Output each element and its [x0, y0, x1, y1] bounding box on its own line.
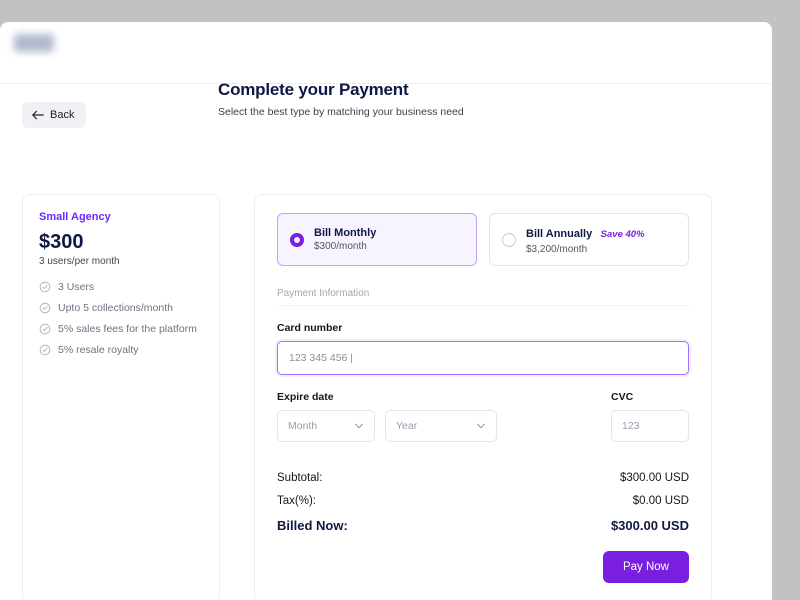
content: Back Small Agency $300 3 users/per month…: [0, 84, 772, 600]
card-number-input[interactable]: [277, 341, 689, 375]
back-button[interactable]: Back: [22, 102, 86, 128]
back-label: Back: [50, 109, 74, 121]
chevron-down-icon: [354, 421, 364, 431]
feature-text: 3 Users: [58, 281, 94, 293]
feature-text: 5% resale royalty: [58, 344, 139, 356]
cvc-label: CVC: [611, 391, 689, 403]
tax-row: Tax(%): $0.00 USD: [277, 495, 689, 507]
tax-label: Tax(%):: [277, 495, 316, 507]
page-title: Complete your Payment: [218, 80, 464, 100]
page-header: Complete your Payment Select the best ty…: [218, 80, 464, 118]
check-circle-icon: [39, 344, 51, 356]
card-number-label: Card number: [277, 322, 689, 334]
page-subtitle: Select the best type by matching your bu…: [218, 106, 464, 118]
billing-sub: $3,200/month: [526, 244, 645, 255]
radio-unselected-icon: [502, 233, 516, 247]
select-placeholder: Year: [396, 420, 417, 432]
subtotal-label: Subtotal:: [277, 472, 322, 484]
billing-sub: $300/month: [314, 241, 376, 252]
plan-price: $300: [39, 231, 203, 254]
expire-month-select[interactable]: Month: [277, 410, 375, 442]
billing-option-monthly[interactable]: Bill Monthly $300/month: [277, 213, 477, 266]
subtotal-value: $300.00 USD: [620, 472, 689, 484]
feature-item: 5% resale royalty: [39, 344, 203, 356]
feature-text: Upto 5 collections/month: [58, 302, 173, 314]
arrow-left-icon: [32, 110, 44, 120]
feature-item: 5% sales fees for the platform: [39, 323, 203, 335]
brand-logo: [14, 34, 54, 52]
plan-card: Small Agency $300 3 users/per month 3 Us…: [22, 194, 220, 600]
billing-option-annually[interactable]: Bill Annually Save 40% $3,200/month: [489, 213, 689, 266]
app-shell: Complete your Payment Select the best ty…: [0, 22, 772, 600]
divider: [277, 305, 689, 306]
select-placeholder: Month: [288, 420, 317, 432]
feature-list: 3 Users Upto 5 collections/month 5% sale…: [39, 281, 203, 356]
billed-now-value: $300.00 USD: [611, 518, 689, 533]
payment-panel: Bill Monthly $300/month Bill Annually Sa…: [254, 194, 712, 600]
save-badge: Save 40%: [601, 229, 645, 240]
expire-date-label: Expire date: [277, 391, 375, 403]
feature-item: Upto 5 collections/month: [39, 302, 203, 314]
tax-value: $0.00 USD: [633, 495, 689, 507]
cvc-input[interactable]: 123: [611, 410, 689, 442]
subtotal-row: Subtotal: $300.00 USD: [277, 472, 689, 484]
billed-now-row: Billed Now: $300.00 USD: [277, 518, 689, 533]
plan-name: Small Agency: [39, 211, 203, 223]
expire-year-select[interactable]: Year: [385, 410, 497, 442]
billing-title: Bill Monthly: [314, 227, 376, 239]
feature-text: 5% sales fees for the platform: [58, 323, 197, 335]
radio-selected-icon: [290, 233, 304, 247]
billing-title: Bill Annually: [526, 228, 592, 240]
pay-now-button[interactable]: Pay Now: [603, 551, 689, 583]
check-circle-icon: [39, 323, 51, 335]
billed-now-label: Billed Now:: [277, 518, 348, 533]
totals: Subtotal: $300.00 USD Tax(%): $0.00 USD …: [277, 472, 689, 533]
topbar: [0, 22, 772, 84]
pay-now-label: Pay Now: [623, 561, 669, 573]
plan-unit: 3 users/per month: [39, 256, 203, 267]
section-label: Payment Information: [277, 288, 689, 299]
feature-item: 3 Users: [39, 281, 203, 293]
check-circle-icon: [39, 281, 51, 293]
billing-options: Bill Monthly $300/month Bill Annually Sa…: [277, 213, 689, 266]
chevron-down-icon: [476, 421, 486, 431]
cvc-placeholder: 123: [622, 420, 640, 432]
check-circle-icon: [39, 302, 51, 314]
